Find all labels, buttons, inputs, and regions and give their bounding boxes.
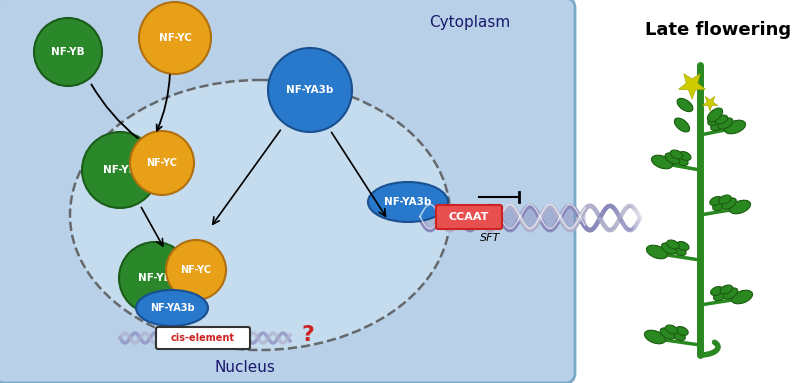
Ellipse shape: [662, 243, 676, 254]
Polygon shape: [702, 97, 718, 111]
Text: NF-YB: NF-YB: [103, 165, 137, 175]
FancyBboxPatch shape: [156, 327, 250, 349]
Ellipse shape: [725, 120, 746, 134]
Ellipse shape: [676, 327, 688, 336]
Ellipse shape: [666, 325, 678, 334]
Ellipse shape: [677, 242, 689, 250]
Ellipse shape: [660, 328, 674, 339]
Ellipse shape: [730, 200, 750, 214]
Text: Late flowering: Late flowering: [645, 21, 791, 39]
Text: NF-YC: NF-YC: [181, 265, 211, 275]
Ellipse shape: [723, 288, 738, 299]
Text: NF-YA3b: NF-YA3b: [286, 85, 334, 95]
Ellipse shape: [713, 200, 727, 211]
Ellipse shape: [678, 152, 691, 160]
Ellipse shape: [710, 286, 723, 295]
Ellipse shape: [645, 330, 666, 344]
FancyBboxPatch shape: [0, 0, 575, 383]
Circle shape: [166, 240, 226, 300]
Circle shape: [34, 18, 102, 86]
Ellipse shape: [674, 154, 688, 165]
Text: SFT: SFT: [480, 233, 500, 243]
Ellipse shape: [674, 118, 690, 132]
Ellipse shape: [719, 195, 731, 204]
Circle shape: [119, 242, 191, 314]
Ellipse shape: [136, 290, 208, 326]
Text: NF-YA3b: NF-YA3b: [384, 197, 432, 207]
FancyBboxPatch shape: [436, 205, 502, 229]
Ellipse shape: [708, 116, 720, 126]
Ellipse shape: [720, 285, 733, 294]
Ellipse shape: [368, 182, 448, 222]
Ellipse shape: [707, 108, 722, 122]
Text: NF-YC: NF-YC: [158, 33, 191, 43]
Text: CCAAT: CCAAT: [449, 212, 489, 222]
Ellipse shape: [671, 244, 686, 255]
Text: Nucleus: Nucleus: [214, 360, 275, 375]
Circle shape: [139, 2, 211, 74]
Polygon shape: [678, 74, 706, 99]
Ellipse shape: [710, 196, 722, 205]
Circle shape: [130, 131, 194, 195]
Ellipse shape: [665, 153, 680, 164]
Ellipse shape: [670, 329, 686, 340]
Ellipse shape: [714, 290, 728, 301]
Ellipse shape: [677, 98, 693, 111]
Text: Cytoplasm: Cytoplasm: [430, 15, 510, 29]
Circle shape: [268, 48, 352, 132]
Ellipse shape: [731, 290, 753, 304]
Text: NF-YA3b: NF-YA3b: [150, 303, 194, 313]
Text: NF-YB: NF-YB: [51, 47, 85, 57]
Ellipse shape: [666, 240, 679, 249]
Text: cis-element: cis-element: [171, 333, 235, 343]
Text: ?: ?: [302, 325, 314, 345]
Circle shape: [82, 132, 158, 208]
Ellipse shape: [710, 119, 726, 131]
Ellipse shape: [651, 155, 673, 169]
Ellipse shape: [70, 80, 450, 350]
Ellipse shape: [718, 118, 733, 129]
Ellipse shape: [670, 150, 682, 159]
Ellipse shape: [646, 245, 667, 259]
Ellipse shape: [722, 198, 736, 209]
Text: NF-YB: NF-YB: [138, 273, 172, 283]
Text: NF-YC: NF-YC: [146, 158, 178, 168]
Ellipse shape: [715, 115, 728, 124]
